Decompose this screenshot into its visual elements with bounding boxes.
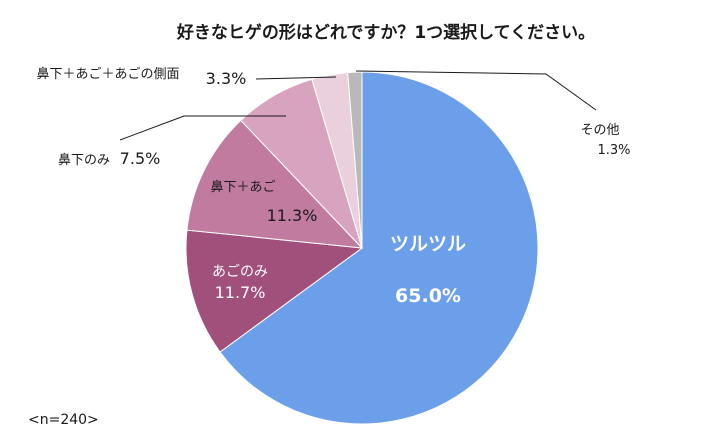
slice-name-hanashita-ago: 鼻下＋あご [210,179,275,195]
slice-value-ago: 11.7% [215,283,266,302]
pie-slice-ago [185,229,364,353]
slice-name-hanashita: 鼻下のみ [58,152,110,168]
pie-slice-hanashita-ago [186,119,364,249]
slice-name-turuturu: ツルツル [390,233,466,255]
leader-hanashita-ago-sokumen [255,76,337,80]
sample-size-note: <n=240> [28,412,99,428]
pie-slice-turuturu [219,71,539,425]
slice-name-hanashita-ago-sokumen: 鼻下＋あご＋あごの側面 [36,66,179,82]
chart-title: 好きなヒゲの形はどれですか？1つ選択してください。 [176,22,595,43]
pie-slices [185,71,539,425]
slice-value-turuturu: 65.0% [395,285,461,307]
slice-value-hanashita: 7.5% [120,149,161,168]
leader-sonota [355,70,597,111]
slice-value-hanashita-ago-sokumen: 3.3% [206,69,247,88]
slice-value-hanashita-ago: 11.3% [267,206,318,225]
leader-hanashita [119,115,286,141]
slice-labels: ツルツル 65.0% あごのみ 11.7% 鼻下＋あご 11.3% 鼻下のみ 7… [36,66,630,307]
slice-name-ago: あごのみ [212,264,268,280]
slice-value-sonota: 1.3% [597,143,630,158]
leader-lines [119,70,597,141]
slice-name-sonota: その他 [580,123,619,138]
pie-slice-sonota [347,71,363,249]
